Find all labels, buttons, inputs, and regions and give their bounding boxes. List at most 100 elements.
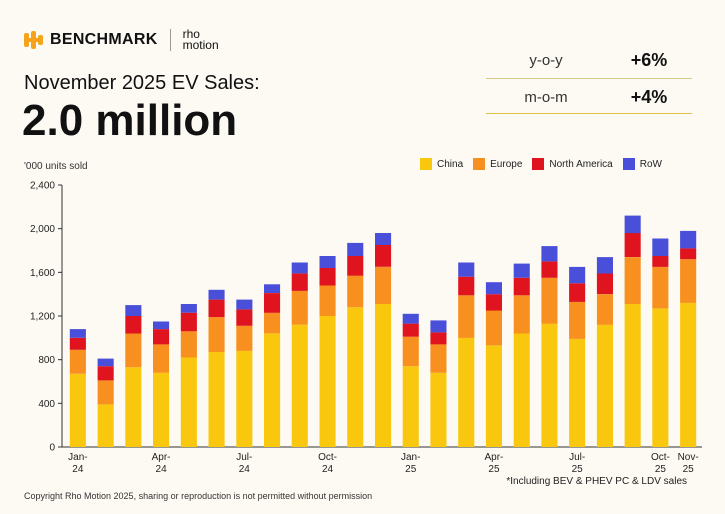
bar-segment-europe bbox=[236, 325, 253, 351]
bar-segment-row bbox=[680, 230, 697, 249]
bar-segment-europe bbox=[291, 290, 308, 325]
stats-panel: y-o-y +6% m-o-m +4% bbox=[486, 44, 692, 114]
bar-segment-china bbox=[375, 304, 392, 447]
bar-segment-europe bbox=[680, 259, 697, 303]
bar-segment-north-america bbox=[596, 273, 613, 295]
bar-segment-north-america bbox=[208, 299, 225, 318]
bar-segment-row bbox=[430, 320, 447, 333]
bar-segment-europe bbox=[375, 266, 392, 304]
stat-label: y-o-y bbox=[529, 51, 563, 69]
y-tick-label: 2,000 bbox=[30, 224, 55, 235]
bar-segment-europe bbox=[541, 277, 558, 324]
legend-swatch bbox=[420, 158, 432, 170]
x-tick-label: Apr-25 bbox=[485, 452, 504, 475]
x-tick-label: Oct-24 bbox=[318, 452, 337, 475]
bar-segment-north-america bbox=[569, 283, 586, 302]
bar-segment-row bbox=[458, 262, 475, 277]
footnote: *Including BEV & PHEV PC & LDV sales bbox=[506, 476, 687, 487]
bar-segment-china bbox=[624, 304, 641, 447]
bar-segment-europe bbox=[652, 266, 669, 309]
bar-segment-north-america bbox=[236, 309, 253, 326]
bar-segment-china bbox=[541, 323, 558, 447]
bar-segment-row bbox=[624, 215, 641, 234]
bar-segment-europe bbox=[485, 310, 502, 346]
bar-segment-north-america bbox=[291, 273, 308, 291]
legend-label: China bbox=[437, 158, 464, 170]
legend-item-north-america: North America bbox=[532, 158, 613, 170]
y-tick-label: 2,400 bbox=[30, 181, 55, 192]
y-tick-label: 400 bbox=[38, 399, 55, 410]
x-tick-label: Jan-25 bbox=[401, 452, 420, 475]
bar-segment-north-america bbox=[680, 248, 697, 260]
bar-segment-china bbox=[180, 357, 197, 447]
y-tick-label: 0 bbox=[49, 443, 55, 454]
bar-segment-china bbox=[652, 308, 669, 447]
legend-swatch bbox=[622, 158, 635, 170]
bar-segment-north-america bbox=[458, 276, 475, 296]
bar-segment-china bbox=[485, 345, 502, 447]
chart-legend: China Europe North America RoW bbox=[420, 158, 672, 170]
bar-segment-china bbox=[291, 324, 308, 447]
stat-value: +4% bbox=[630, 86, 668, 107]
bar-segment-row bbox=[180, 304, 197, 313]
bar-segment-europe bbox=[430, 344, 447, 373]
bar-segment-row bbox=[513, 263, 530, 278]
bar-segment-row bbox=[236, 299, 253, 310]
y-tick-label: 800 bbox=[38, 355, 55, 366]
bar-segment-china bbox=[153, 372, 170, 447]
bar-segment-row bbox=[347, 242, 364, 256]
bar-segment-north-america bbox=[430, 332, 447, 345]
bar-segment-row bbox=[125, 305, 142, 316]
bar-segment-north-america bbox=[264, 293, 281, 313]
legend-label: Europe bbox=[490, 158, 523, 170]
bar-segment-europe bbox=[153, 344, 170, 373]
bar-segment-row bbox=[153, 321, 170, 330]
bar-segment-china bbox=[97, 404, 114, 447]
bar-segment-north-america bbox=[180, 312, 197, 332]
stat-row-mom: m-o-m +4% bbox=[486, 81, 692, 113]
bar-segment-row bbox=[652, 238, 669, 256]
legend-swatch bbox=[473, 158, 486, 170]
bar-segment-row bbox=[485, 282, 502, 295]
bar-segment-row bbox=[569, 266, 586, 284]
copyright-notice: Copyright Rho Motion 2025, sharing or re… bbox=[24, 491, 373, 501]
legend-swatch bbox=[532, 158, 545, 170]
bar-segment-china bbox=[208, 352, 225, 447]
bar-segment-north-america bbox=[652, 256, 669, 267]
x-tick-label: Jan-24 bbox=[68, 452, 87, 475]
stat-row-yoy: y-o-y +6% bbox=[486, 44, 692, 76]
logo-row: BENCHMARK rho motion bbox=[24, 28, 219, 52]
bar-segment-china bbox=[596, 324, 613, 447]
legend-item-europe: Europe bbox=[473, 158, 522, 170]
rho-motion-line1: rho bbox=[182, 27, 200, 41]
bar-segment-north-america bbox=[624, 233, 641, 257]
bar-segment-north-america bbox=[319, 268, 336, 286]
bar-segment-europe bbox=[624, 257, 641, 304]
rho-motion-logo: rho motion bbox=[182, 27, 219, 51]
bar-segment-row bbox=[291, 262, 308, 274]
benchmark-logo-icon bbox=[24, 31, 44, 49]
y-tick-label: 1,600 bbox=[30, 268, 55, 279]
bar-segment-north-america bbox=[375, 245, 392, 267]
bar-segment-china bbox=[513, 333, 530, 447]
bar-segment-north-america bbox=[69, 337, 86, 350]
stat-underline bbox=[486, 113, 692, 114]
benchmark-brand: BENCHMARK bbox=[50, 31, 158, 48]
bar-segment-north-america bbox=[125, 316, 142, 334]
y-axis-unit-label: '000 units sold bbox=[24, 161, 88, 172]
bar-segment-europe bbox=[458, 295, 475, 338]
bar-segment-europe bbox=[180, 331, 197, 358]
bar-segment-row bbox=[375, 233, 392, 245]
legend-item-row: RoW bbox=[622, 158, 662, 170]
bar-segment-china bbox=[458, 337, 475, 447]
bar-segment-china bbox=[236, 350, 253, 447]
x-tick-label: Jul-24 bbox=[236, 452, 252, 475]
bar-segment-china bbox=[680, 302, 697, 447]
bar-segment-china bbox=[569, 338, 586, 447]
x-tick-label: Jul-25 bbox=[569, 452, 585, 475]
bar-segment-europe bbox=[69, 349, 86, 374]
stat-label: m-o-m bbox=[524, 88, 568, 106]
bar-segment-north-america bbox=[402, 323, 419, 337]
logo-divider bbox=[169, 29, 171, 51]
bar-segment-north-america bbox=[97, 366, 114, 381]
